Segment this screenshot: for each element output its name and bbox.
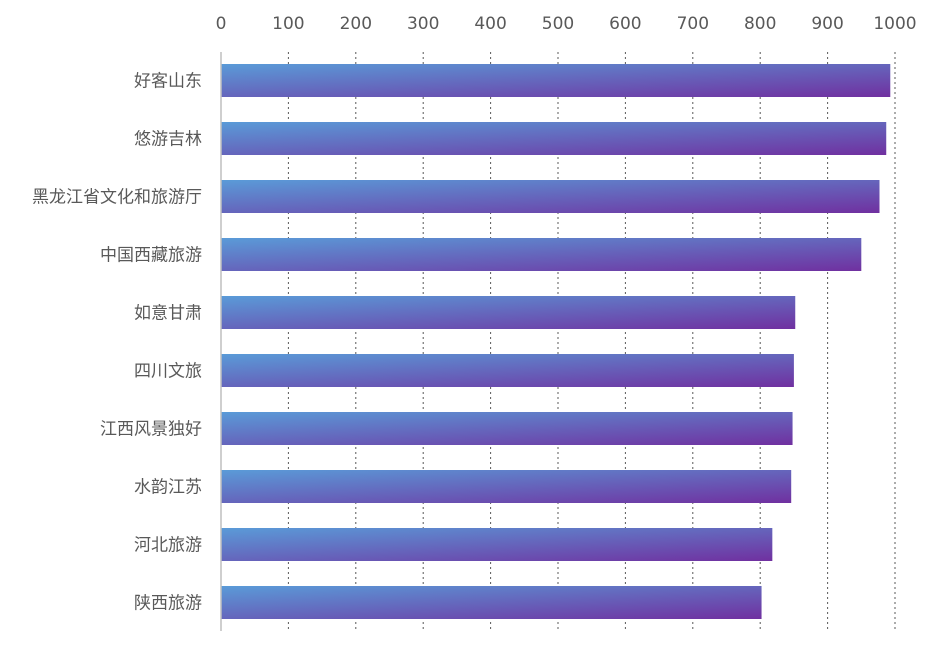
category-label: 如意甘肃 <box>134 304 202 324</box>
category-label: 水韵江苏 <box>134 478 202 498</box>
bar <box>221 354 794 387</box>
x-tick-label: 1000 <box>873 14 916 34</box>
bar <box>221 470 792 503</box>
bar <box>221 238 862 271</box>
x-tick-label: 800 <box>744 14 776 34</box>
bar <box>221 412 793 445</box>
x-tick-label: 700 <box>677 14 709 34</box>
category-labels: 好客山东悠游吉林黑龙江省文化和旅游厅中国西藏旅游如意甘肃四川文旅江西风景独好水韵… <box>32 72 202 614</box>
x-tick-label: 100 <box>272 14 304 34</box>
bars <box>221 64 891 619</box>
category-label: 好客山东 <box>134 72 202 92</box>
category-label: 陕西旅游 <box>134 594 202 614</box>
x-axis-ticks: 0 100 200 300 400 500 600 700 800 900 1000 <box>216 14 917 34</box>
bar <box>221 180 880 213</box>
category-label: 中国西藏旅游 <box>100 246 202 266</box>
x-tick-label: 500 <box>542 14 574 34</box>
category-label: 江西风景独好 <box>100 420 202 440</box>
x-tick-label: 600 <box>609 14 641 34</box>
x-tick-label: 300 <box>407 14 439 34</box>
bar <box>221 586 762 619</box>
category-label: 悠游吉林 <box>134 130 202 150</box>
x-tick-label: 900 <box>811 14 843 34</box>
x-tick-label: 200 <box>340 14 372 34</box>
bar <box>221 64 891 97</box>
bar <box>221 528 773 561</box>
category-label: 四川文旅 <box>134 362 202 382</box>
category-label: 黑龙江省文化和旅游厅 <box>32 188 202 208</box>
category-label: 河北旅游 <box>134 536 202 556</box>
x-tick-label: 0 <box>216 14 227 34</box>
bar <box>221 122 887 155</box>
x-tick-label: 400 <box>474 14 506 34</box>
bar <box>221 296 796 329</box>
